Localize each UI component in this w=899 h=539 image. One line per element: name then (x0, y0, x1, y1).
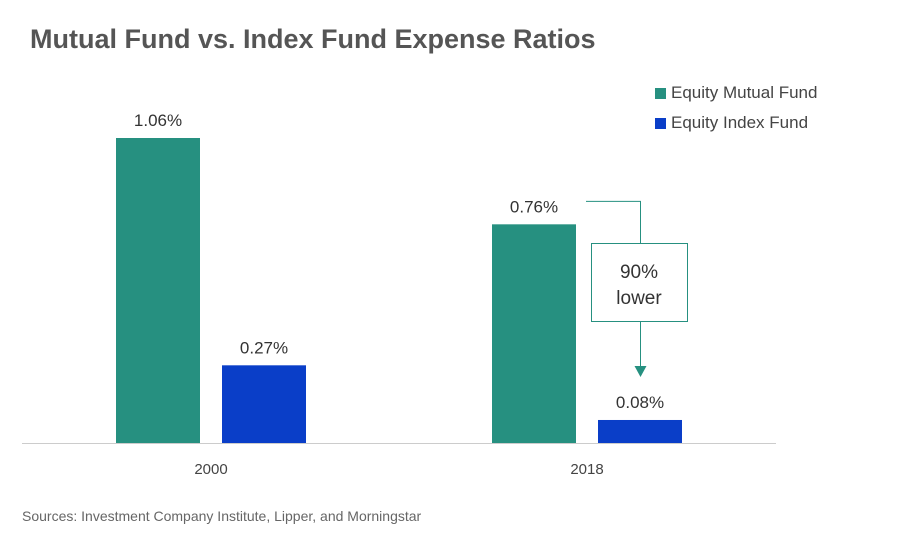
x-tick-label-2000: 2000 (194, 461, 227, 478)
bar-2018-index-fund (598, 419, 682, 443)
x-tick-label-2018: 2018 (570, 461, 603, 478)
data-label-2000-index-fund: 0.27% (240, 338, 288, 357)
bar-2000-index-fund (222, 365, 306, 443)
source-note: Sources: Investment Company Institute, L… (22, 508, 422, 524)
bar-2018-mutual-fund (492, 224, 576, 443)
annotation-arrow-icon (634, 365, 647, 377)
legend-swatch-index-fund (655, 117, 666, 129)
data-label-2018-mutual-fund: 0.76% (510, 197, 558, 216)
legend-label-index-fund: Equity Index Fund (671, 113, 809, 132)
legend-item-mutual-fund: Equity Mutual Fund (655, 78, 817, 108)
legend: Equity Mutual Fund Equity Index Fund (655, 78, 817, 138)
annotation-connector-top (586, 200, 641, 243)
data-label-2018-index-fund: 0.08% (616, 393, 664, 412)
legend-label-mutual-fund: Equity Mutual Fund (671, 83, 818, 102)
annotation-text-line1: 90% (620, 262, 658, 283)
chart-title: Mutual Fund vs. Index Fund Expense Ratio… (30, 24, 596, 54)
legend-item-index-fund: Equity Index Fund (655, 108, 817, 138)
bar-2000-mutual-fund (116, 138, 200, 443)
annotation-box (591, 243, 688, 322)
annotation-text-line2: lower (616, 288, 662, 309)
legend-swatch-mutual-fund (655, 87, 666, 99)
data-label-2000-mutual-fund: 1.06% (134, 111, 182, 130)
